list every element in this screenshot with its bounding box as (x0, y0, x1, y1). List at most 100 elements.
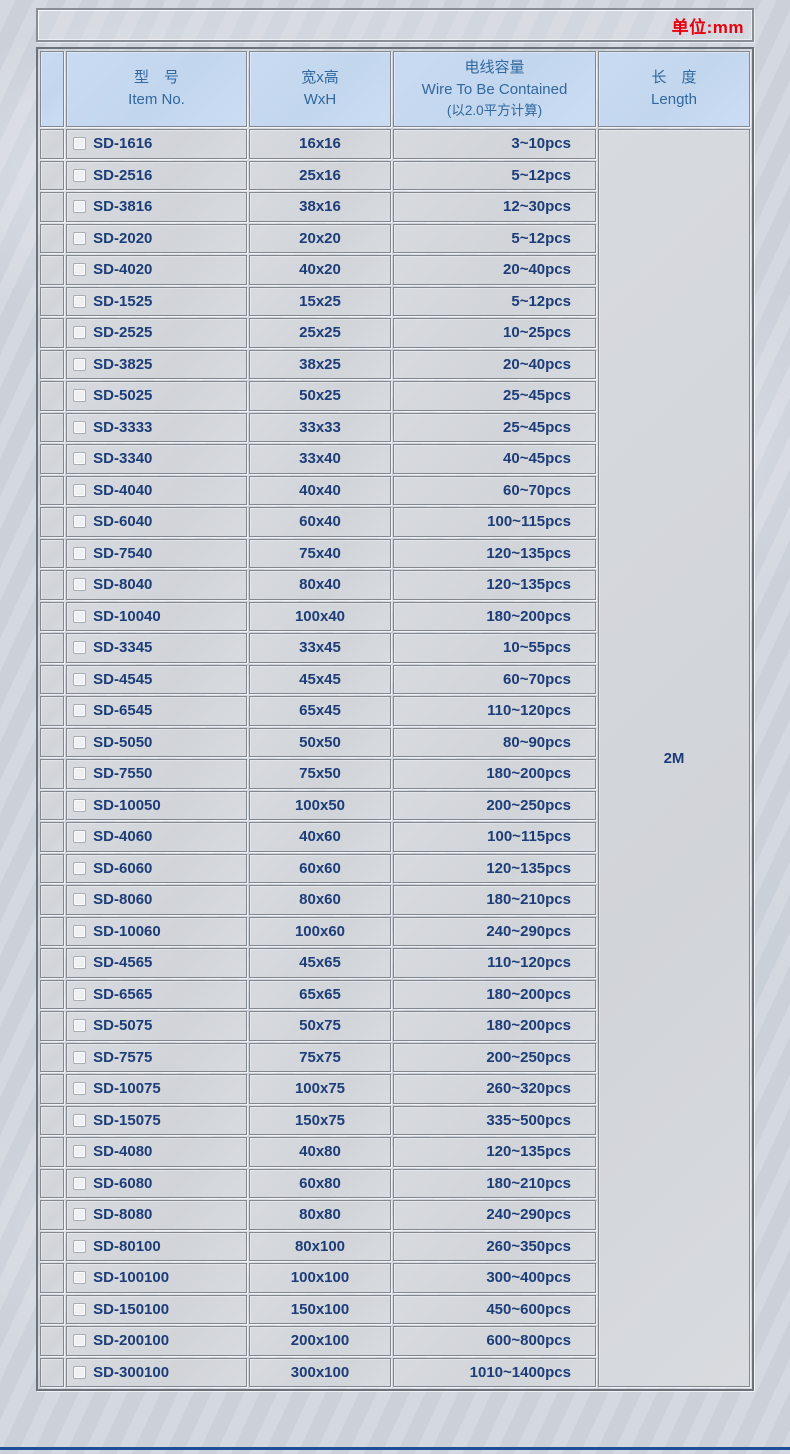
row-checkbox[interactable] (73, 420, 86, 434)
row-checkbox[interactable] (73, 515, 86, 529)
row-checkbox[interactable] (73, 1050, 86, 1064)
row-checkbox[interactable] (73, 1365, 86, 1379)
row-checkbox[interactable] (73, 483, 86, 497)
capacity-cell: 335~500pcs (393, 1105, 596, 1135)
wxh-cell: 38x25 (249, 349, 391, 379)
row-checkbox[interactable] (73, 231, 86, 245)
table-row: SD-6545 65x45 110~120pcs (40, 696, 750, 726)
item-no-label: SD-1616 (93, 135, 153, 153)
row-checkbox[interactable] (73, 578, 86, 592)
item-no-label: SD-100100 (93, 1269, 170, 1287)
row-spacer-cell (40, 1231, 64, 1261)
table-row: SD-2525 25x25 10~25pcs (40, 318, 750, 348)
table-row: SD-2020 20x20 5~12pcs (40, 223, 750, 253)
item-cell: SD-15075 (66, 1105, 247, 1135)
row-checkbox[interactable] (73, 641, 86, 655)
row-checkbox[interactable] (73, 924, 86, 938)
row-checkbox[interactable] (73, 1271, 86, 1285)
product-table: 型 号 Item No. 宽x高 WxH 电线容量 Wire To Be Con… (36, 47, 754, 1391)
capacity-cell: 450~600pcs (393, 1294, 596, 1324)
header-capacity-en: Wire To Be Contained (421, 81, 568, 99)
row-checkbox[interactable] (73, 704, 86, 718)
row-checkbox[interactable] (73, 389, 86, 403)
unit-label: 单位:mm (671, 17, 744, 37)
table-row: SD-5025 50x25 25~45pcs (40, 381, 750, 411)
row-spacer-cell (40, 696, 64, 726)
capacity-cell: 25~45pcs (393, 412, 596, 442)
capacity-cell: 1010~1400pcs (393, 1357, 596, 1387)
capacity-cell: 5~12pcs (393, 160, 596, 190)
row-checkbox[interactable] (73, 200, 86, 214)
row-checkbox[interactable] (73, 798, 86, 812)
header-item-no-zh: 型 号 (133, 69, 179, 87)
wxh-cell: 33x40 (249, 444, 391, 474)
table-row: SD-3333 33x33 25~45pcs (40, 412, 750, 442)
row-spacer-cell (40, 1357, 64, 1387)
item-no-label: SD-7575 (93, 1048, 153, 1066)
wxh-cell: 80x80 (249, 1200, 391, 1230)
capacity-cell: 180~210pcs (393, 1168, 596, 1198)
row-checkbox[interactable] (73, 987, 86, 1001)
item-cell: SD-3345 (66, 633, 247, 663)
row-checkbox[interactable] (73, 956, 86, 970)
row-checkbox[interactable] (73, 137, 86, 151)
item-cell: SD-6060 (66, 853, 247, 883)
row-checkbox[interactable] (73, 1208, 86, 1222)
row-checkbox[interactable] (73, 609, 86, 623)
wxh-cell: 60x60 (249, 853, 391, 883)
wxh-cell: 60x40 (249, 507, 391, 537)
row-checkbox[interactable] (73, 1302, 86, 1316)
row-checkbox[interactable] (73, 1113, 86, 1127)
row-checkbox[interactable] (73, 767, 86, 781)
table-row: SD-6040 60x40 100~115pcs (40, 507, 750, 537)
item-no-label: SD-80100 (93, 1237, 161, 1255)
item-no-label: SD-6060 (93, 859, 153, 877)
header-wxh-en: WxH (303, 91, 337, 108)
row-checkbox[interactable] (73, 168, 86, 182)
wxh-cell: 50x50 (249, 727, 391, 757)
item-cell: SD-5050 (66, 727, 247, 757)
item-no-label: SD-7550 (93, 765, 153, 783)
row-checkbox[interactable] (73, 735, 86, 749)
row-checkbox[interactable] (73, 1019, 86, 1033)
row-checkbox[interactable] (73, 263, 86, 277)
row-spacer-cell (40, 601, 64, 631)
capacity-cell: 80~90pcs (393, 727, 596, 757)
row-checkbox[interactable] (73, 1082, 86, 1096)
wxh-cell: 75x75 (249, 1042, 391, 1072)
row-checkbox[interactable] (73, 1334, 86, 1348)
header-row: 型 号 Item No. 宽x高 WxH 电线容量 Wire To Be Con… (40, 51, 750, 127)
row-spacer-cell (40, 727, 64, 757)
row-spacer-cell (40, 1042, 64, 1072)
row-checkbox[interactable] (73, 452, 86, 466)
row-checkbox[interactable] (73, 357, 86, 371)
row-checkbox[interactable] (73, 1145, 86, 1159)
wxh-cell: 150x100 (249, 1294, 391, 1324)
row-checkbox[interactable] (73, 546, 86, 560)
row-checkbox[interactable] (73, 830, 86, 844)
table-row: SD-1525 15x25 5~12pcs (40, 286, 750, 316)
row-spacer-cell (40, 979, 64, 1009)
wxh-cell: 50x25 (249, 381, 391, 411)
item-no-label: SD-6545 (93, 702, 153, 720)
row-checkbox[interactable] (73, 893, 86, 907)
table-row: SD-3340 33x40 40~45pcs (40, 444, 750, 474)
table-row: SD-7540 75x40 120~135pcs (40, 538, 750, 568)
wxh-cell: 40x80 (249, 1137, 391, 1167)
row-checkbox[interactable] (73, 1176, 86, 1190)
item-no-label: SD-10040 (93, 607, 161, 625)
row-checkbox[interactable] (73, 326, 86, 340)
row-checkbox[interactable] (73, 861, 86, 875)
row-spacer-cell (40, 1011, 64, 1041)
row-spacer-cell (40, 538, 64, 568)
wxh-cell: 33x33 (249, 412, 391, 442)
row-spacer-cell (40, 1074, 64, 1104)
row-spacer-cell (40, 790, 64, 820)
row-checkbox[interactable] (73, 1239, 86, 1253)
row-checkbox[interactable] (73, 672, 86, 686)
item-cell: SD-8060 (66, 885, 247, 915)
table-row: SD-6565 65x65 180~200pcs (40, 979, 750, 1009)
row-checkbox[interactable] (73, 294, 86, 308)
item-no-label: SD-8040 (93, 576, 153, 594)
item-no-label: SD-4040 (93, 481, 153, 499)
